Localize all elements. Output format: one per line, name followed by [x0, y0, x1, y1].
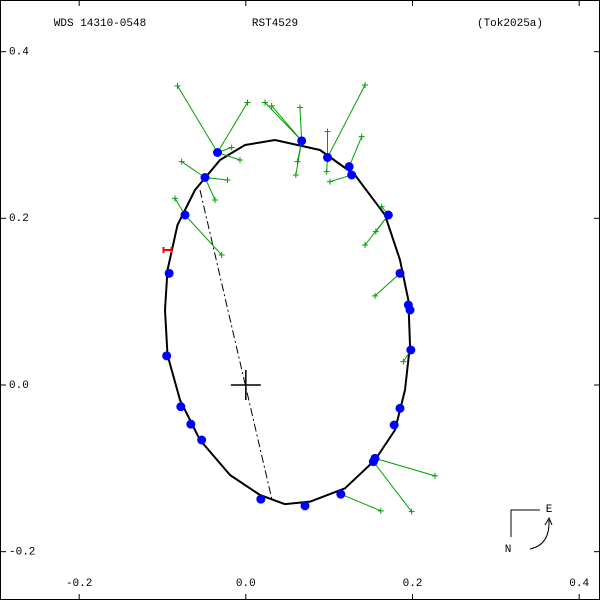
x-tick-label: 0.0	[236, 578, 256, 590]
measured-point	[174, 82, 181, 89]
compass-north: N	[505, 544, 512, 556]
reference: (Tok2025a)	[477, 18, 543, 30]
measured-point	[324, 128, 331, 135]
measured-point	[372, 228, 379, 235]
measured-point	[237, 157, 243, 163]
measured-point	[377, 507, 384, 514]
measured-point	[327, 178, 333, 185]
measured-point	[172, 195, 178, 202]
residual-line	[340, 493, 382, 512]
measured-point	[362, 242, 368, 248]
computed-point	[395, 403, 405, 413]
computed-point	[213, 148, 222, 157]
measured-point	[262, 99, 268, 106]
measured-point	[178, 158, 185, 165]
measured-point	[294, 158, 301, 165]
computed-point	[256, 494, 266, 504]
residual-line	[271, 105, 303, 142]
residual-line	[299, 107, 303, 141]
computed-point	[197, 435, 207, 445]
measured-point	[268, 102, 275, 109]
residual-line	[177, 85, 218, 153]
measured-point	[297, 104, 303, 111]
first-point	[162, 247, 173, 253]
y-tick-label: 0.0	[9, 380, 29, 392]
residual-line	[295, 140, 303, 176]
orbit-ellipse	[164, 139, 411, 506]
compass-axes	[510, 509, 540, 537]
measured-point	[244, 99, 251, 106]
computed-point	[176, 402, 186, 412]
residual-line	[374, 457, 436, 477]
compass: N E	[505, 504, 553, 556]
computed-point	[347, 170, 357, 180]
residual-line	[181, 161, 206, 178]
origin-cross	[230, 370, 261, 400]
residual-line	[348, 136, 363, 167]
y-tick-label: 0.2	[9, 213, 29, 225]
chart-subtitle: RST4529	[252, 18, 298, 30]
chart-title: WDS 14310-0548	[54, 18, 146, 30]
x-tick-label: 0.2	[403, 578, 423, 590]
computed-point	[389, 420, 399, 430]
computed-point	[164, 268, 174, 278]
residual-line	[372, 461, 413, 512]
measured-point	[400, 358, 407, 365]
measured-point	[358, 133, 365, 140]
residual-line	[374, 272, 401, 297]
residual-line	[184, 214, 223, 256]
computed-point	[405, 305, 415, 315]
computed-point	[336, 489, 346, 499]
x-tick-label: -0.2	[66, 578, 92, 590]
measured-point	[292, 172, 299, 178]
computed-point	[323, 153, 332, 162]
residual-line	[217, 102, 248, 153]
y-tick-label: 0.4	[9, 47, 29, 59]
x-tick-label: 0.4	[569, 578, 589, 590]
compass-arrow	[529, 519, 550, 550]
measured-point	[372, 292, 378, 299]
measured-point	[218, 252, 225, 258]
computed-point	[186, 419, 196, 429]
measured-point	[408, 508, 415, 515]
measured-point	[378, 203, 385, 210]
computed-point	[406, 345, 416, 355]
line-of-nodes	[199, 189, 273, 499]
measured-point	[432, 472, 438, 479]
residual-line	[364, 214, 389, 246]
residual-line	[327, 84, 366, 158]
computed-point	[162, 351, 172, 361]
computed-point	[297, 136, 307, 146]
compass-arrowhead	[544, 516, 553, 526]
measured-point	[212, 197, 218, 203]
y-tick-label: -0.2	[9, 547, 35, 559]
computed-point	[300, 501, 310, 511]
measured-point	[228, 144, 235, 151]
measured-point	[224, 177, 231, 183]
measured-point	[362, 82, 368, 88]
computed-point	[344, 162, 354, 172]
computed-point	[200, 173, 210, 182]
measured-point	[323, 168, 330, 175]
computed-point	[383, 210, 393, 220]
computed-point	[180, 210, 190, 220]
computed-point	[395, 268, 405, 278]
compass-east: E	[546, 504, 553, 516]
computed-point	[368, 457, 378, 467]
